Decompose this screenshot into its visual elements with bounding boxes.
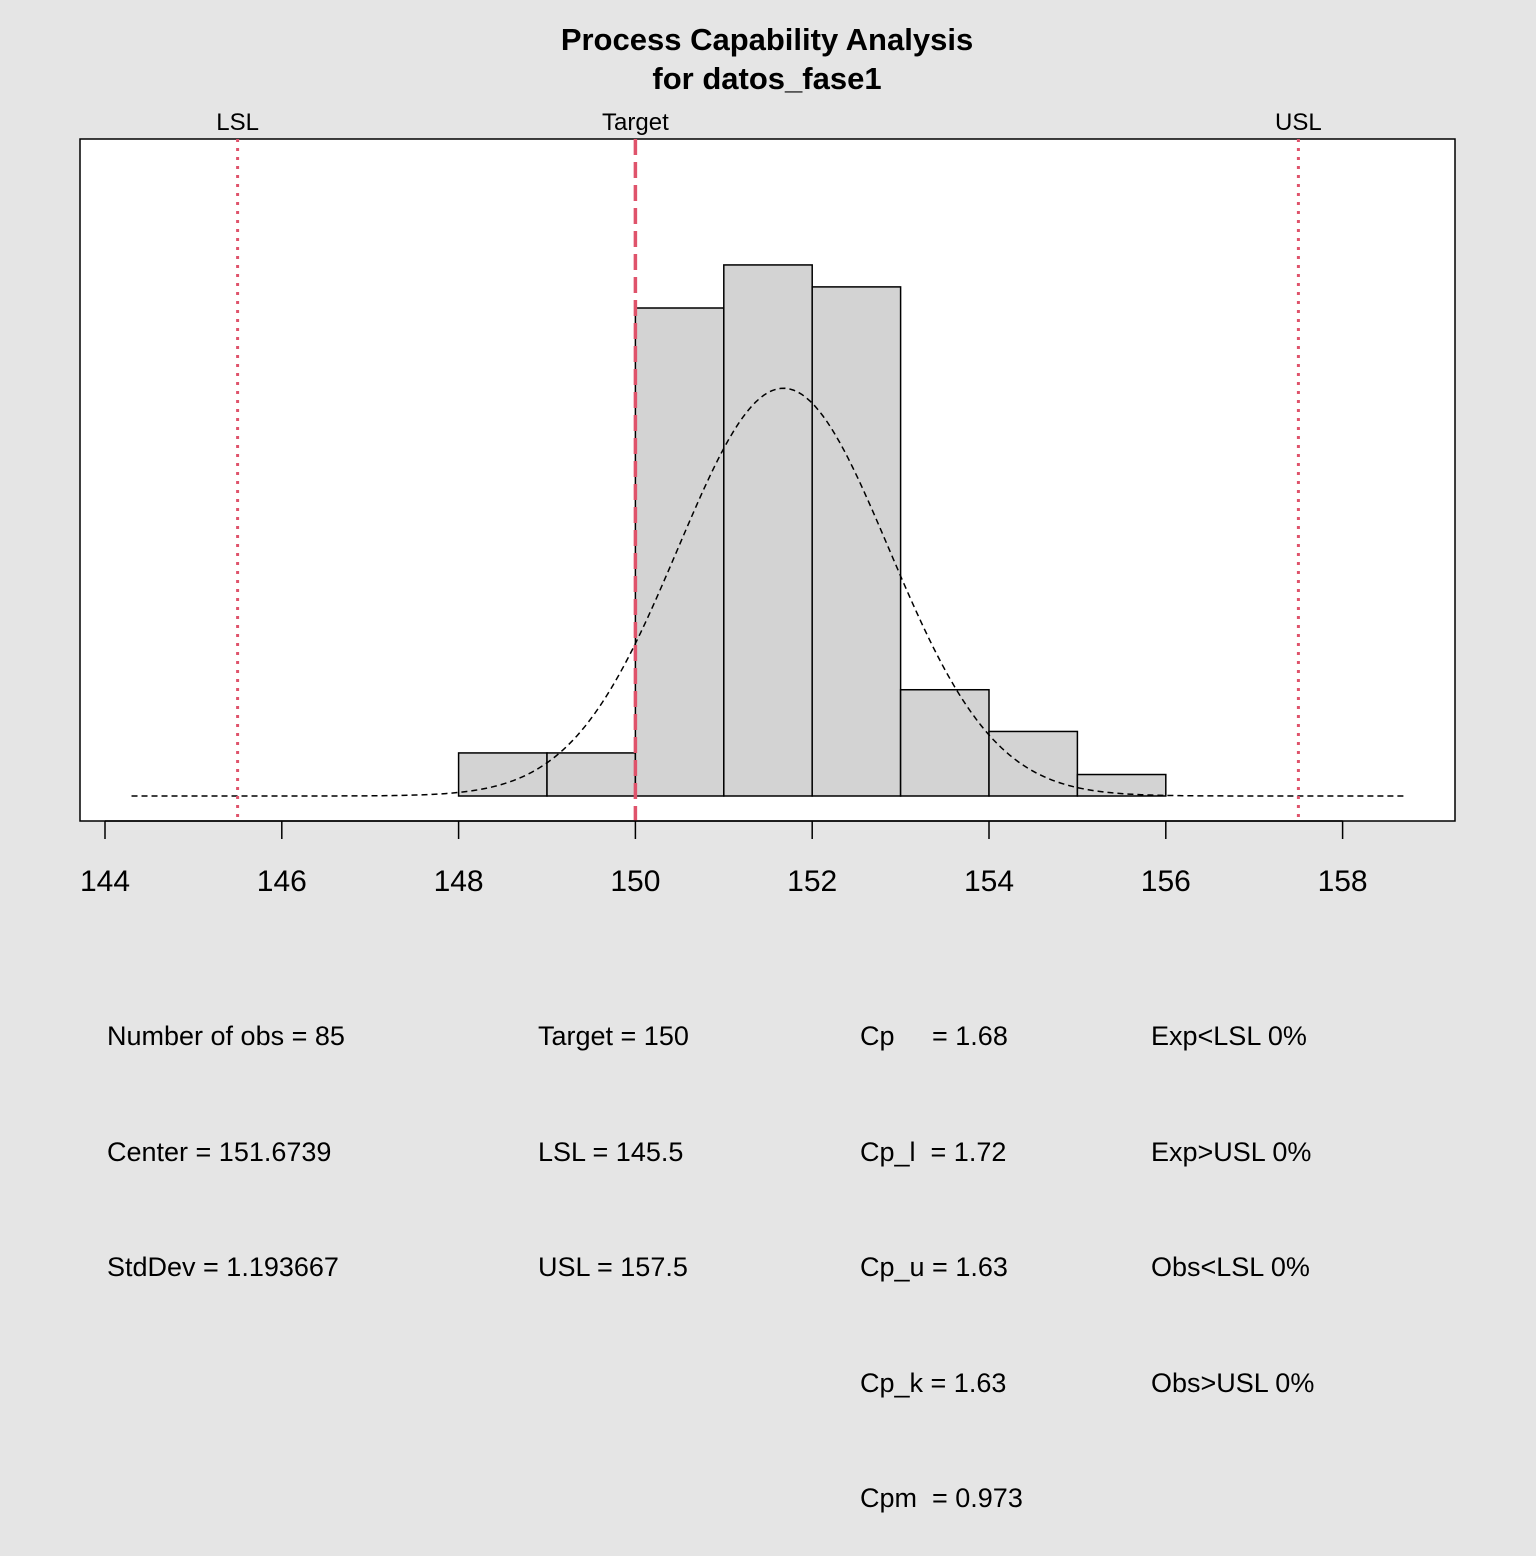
- stats-column-4: Exp<LSL 0% Exp>USL 0% Obs<LSL 0% Obs>USL…: [1151, 940, 1314, 1441]
- stat-cp-u: Cp_u = 1.63: [860, 1252, 1008, 1282]
- x-tick-label-156: 156: [1141, 865, 1191, 898]
- histogram-bar-6: [899, 688, 990, 797]
- normal-density-curve: [131, 387, 1405, 797]
- histogram-bar-5: [811, 286, 902, 797]
- x-tick-label-154: 154: [964, 865, 1014, 898]
- x-tick-label-148: 148: [434, 865, 484, 898]
- x-tick-label-144: 144: [80, 865, 130, 898]
- x-axis: 144 146 148 150 152 154 156 158: [80, 820, 1368, 898]
- stats-column-2: Target = 150 LSL = 145.5 USL = 157.5: [538, 940, 689, 1325]
- stat-exp-below-lsl: Exp<LSL 0%: [1151, 1021, 1307, 1051]
- chart-subtitle: for datos_fase1: [652, 61, 881, 96]
- stat-obs-below-lsl: Obs<LSL 0%: [1151, 1252, 1310, 1282]
- stat-stddev: StdDev = 1.193667: [107, 1252, 339, 1282]
- x-tick-label-158: 158: [1318, 865, 1368, 898]
- capability-chart: Process Capability Analysis for datos_fa…: [79, 22, 1456, 898]
- histogram-bar-4: [723, 264, 813, 797]
- x-tick-label-152: 152: [787, 865, 837, 898]
- lsl-label: LSL: [216, 109, 259, 136]
- stat-cp-k: Cp_k = 1.63: [860, 1367, 1007, 1398]
- spec-limit-lines: LSL Target USL: [216, 109, 1322, 821]
- stat-usl: USL = 157.5: [538, 1252, 688, 1282]
- stat-target: Target = 150: [538, 1021, 689, 1051]
- stat-obs-above-usl: Obs>USL 0%: [1151, 1367, 1315, 1398]
- stat-cp: Cp = 1.68: [860, 1021, 1008, 1051]
- stats-column-3: Cp = 1.68 Cp_l = 1.72 Cp_u = 1.63 Cp_k =…: [860, 940, 1023, 1556]
- histogram-bar-7: [988, 730, 1079, 797]
- x-tick-label-146: 146: [257, 865, 307, 898]
- histogram-bar-1: [457, 752, 548, 797]
- histogram-bar-3: [634, 307, 725, 797]
- stat-number-of-obs: Number of obs = 85: [107, 1021, 345, 1051]
- x-tick-label-150: 150: [610, 865, 660, 898]
- stat-cpm: Cpm = 0.973: [860, 1483, 1023, 1513]
- target-label: Target: [602, 109, 669, 136]
- chart-title: Process Capability Analysis: [561, 22, 973, 57]
- histogram-bars: [457, 264, 1167, 797]
- histogram-bar-8: [1076, 773, 1167, 797]
- usl-label: USL: [1275, 109, 1322, 136]
- histogram-bar-2: [546, 752, 637, 797]
- stats-column-1: Number of obs = 85 Center = 151.6739 Std…: [107, 940, 345, 1325]
